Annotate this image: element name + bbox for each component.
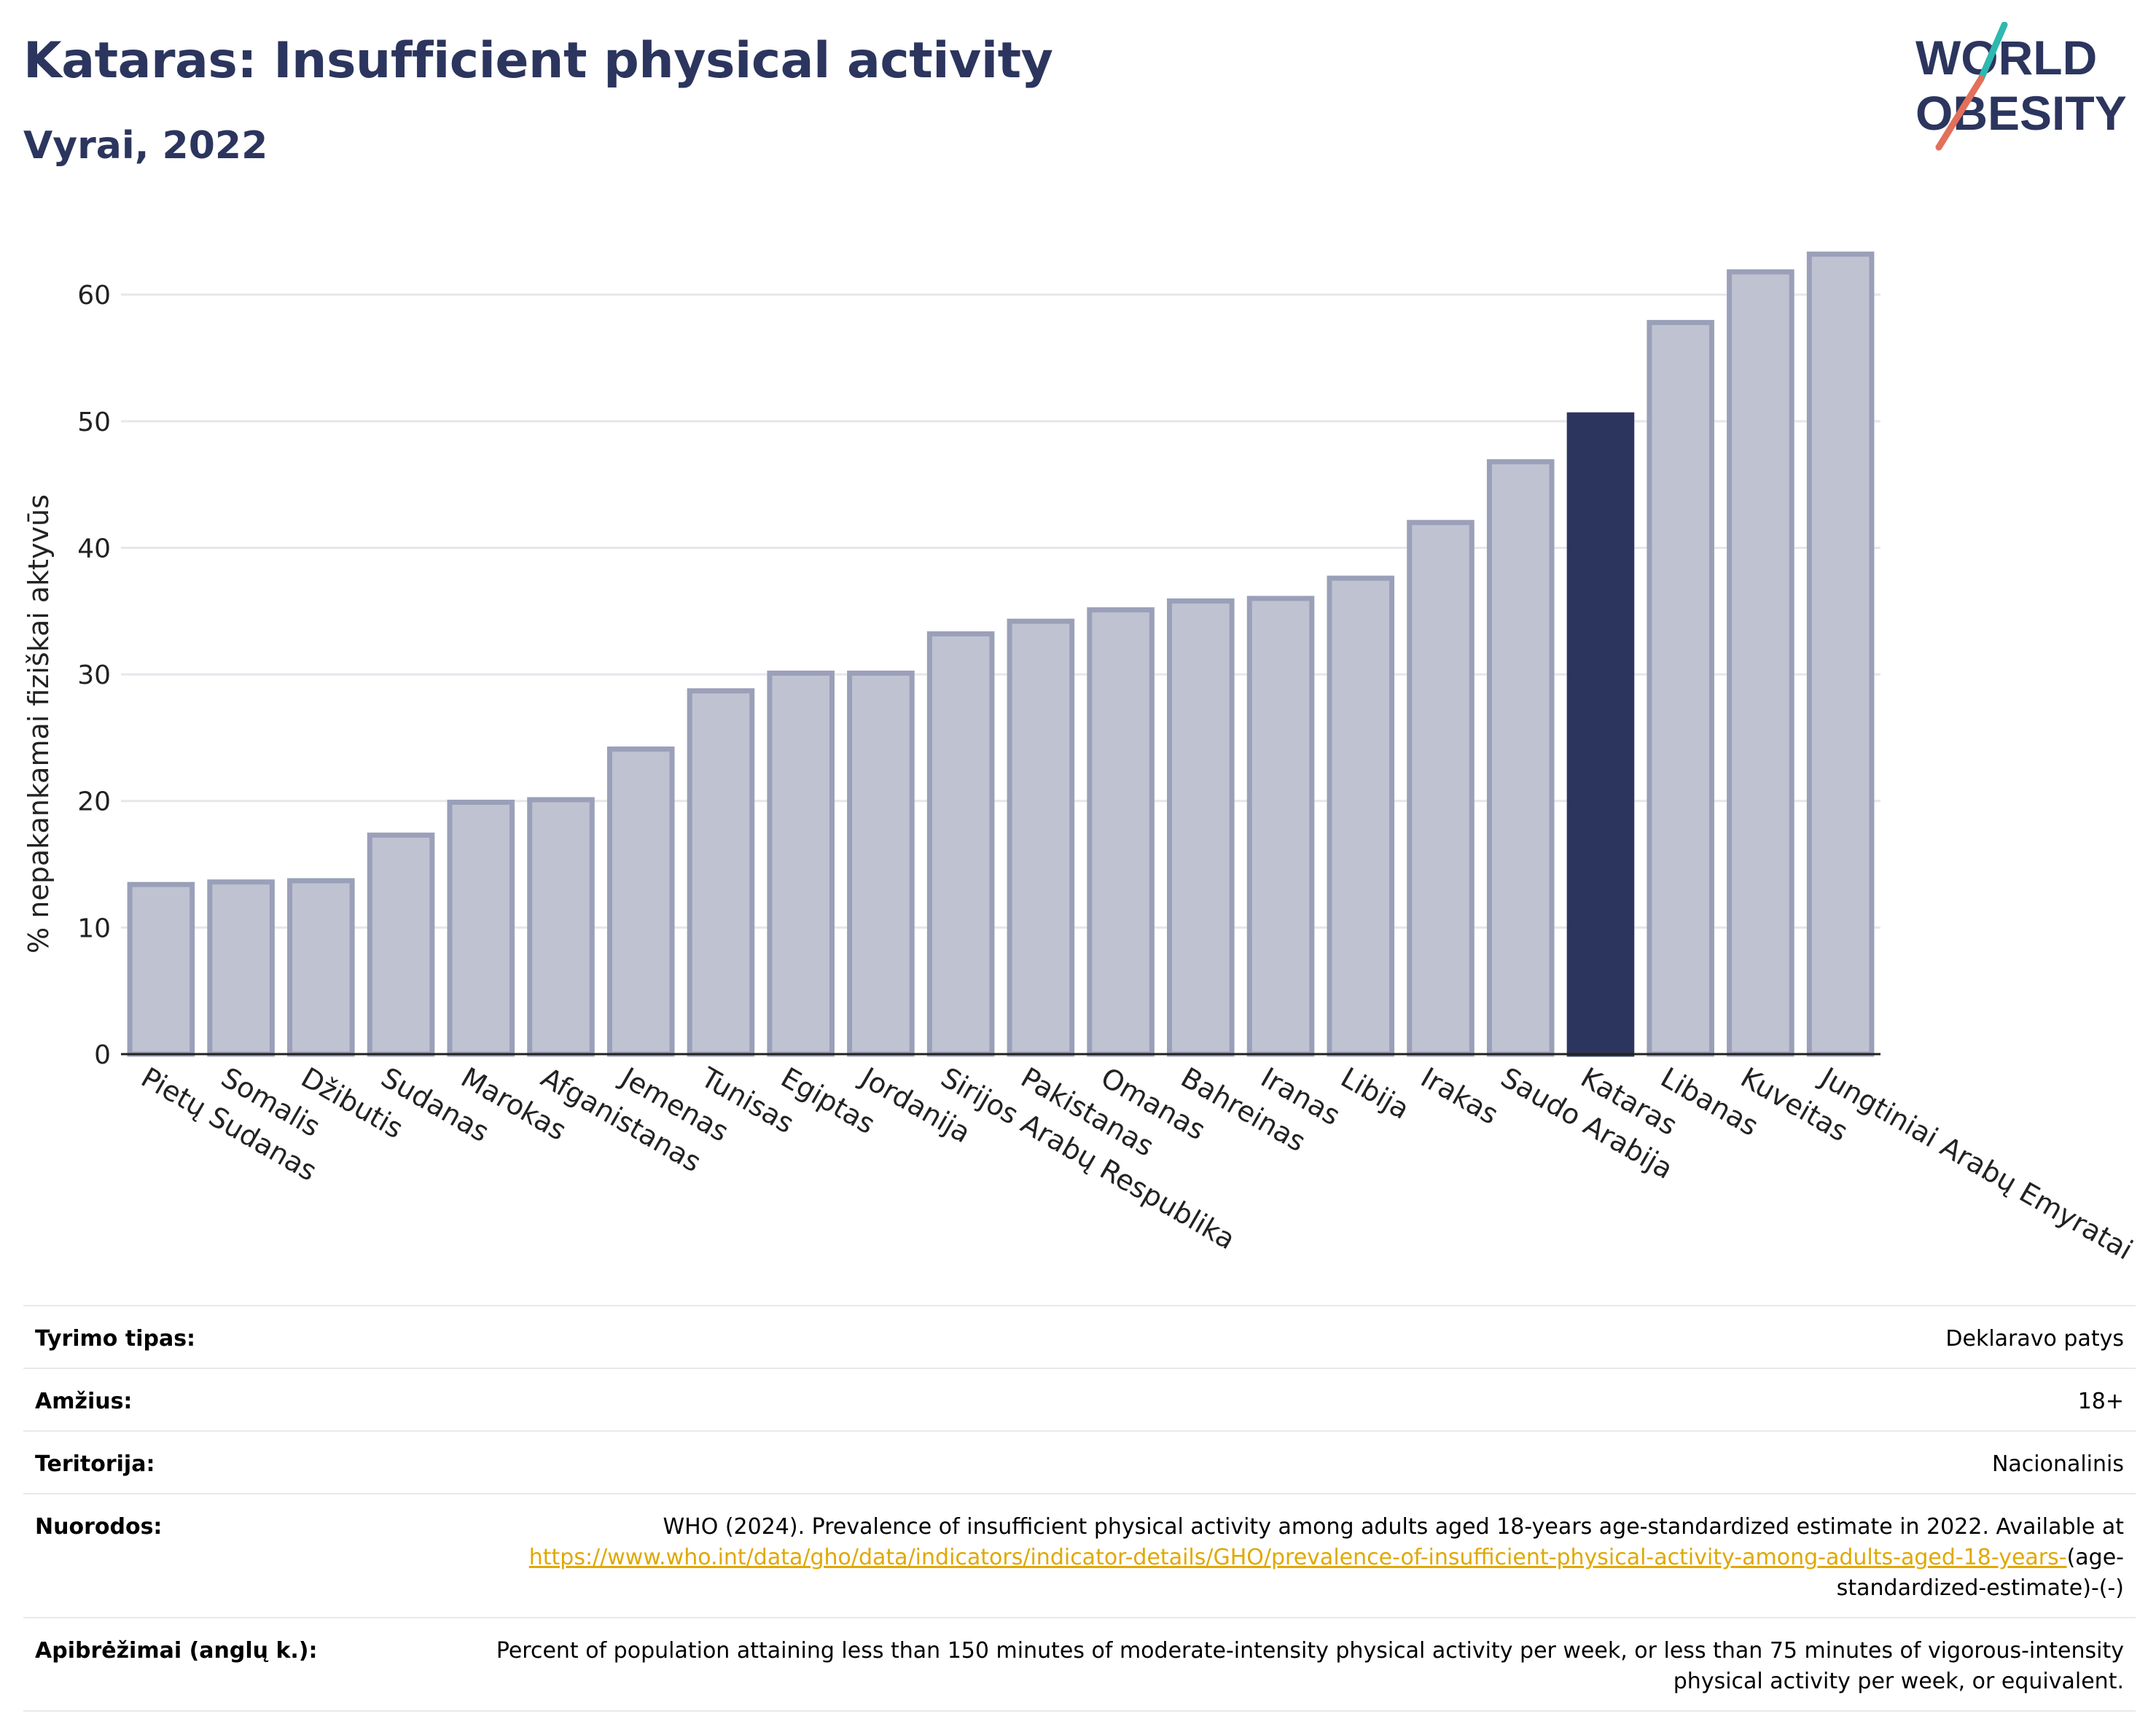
bar — [207, 879, 275, 1057]
bar — [1407, 520, 1475, 1057]
bar — [1647, 319, 1714, 1057]
meta-key: Nuorodos: — [35, 1514, 163, 1540]
logo-word-world: WORLD — [1915, 31, 2097, 85]
y-axis-label: % nepakankamai fiziškai aktyvūs — [23, 494, 55, 954]
y-tick-label: 60 — [77, 281, 111, 311]
meta-key: Teritorija: — [35, 1451, 155, 1477]
bars — [127, 252, 1875, 1057]
references-suffix: (age-standardized-estimate)-(-) — [1836, 1545, 2124, 1601]
x-tick-label: Jungtiniai Arabų Emyratai — [1814, 1061, 2139, 1266]
x-tick-label: Irakas — [1415, 1061, 1504, 1131]
x-tick-labels: Pietų SudanasSomalisDžibutisSudanasMarok… — [136, 1061, 2138, 1266]
meta-row-age: Amžius: 18+ — [23, 1368, 2136, 1430]
meta-row-territory: Teritorija: Nacionalinis — [23, 1430, 2136, 1493]
meta-value: 18+ — [2077, 1389, 2124, 1414]
bar — [1007, 618, 1075, 1057]
definitions-value: Percent of population attaining less tha… — [496, 1638, 2124, 1694]
bar — [287, 878, 355, 1057]
logo-slash-teal — [1977, 22, 2008, 82]
meta-key: Tyrimo tipas: — [35, 1326, 196, 1352]
world-obesity-logo: WORLD OBESITY — [1915, 22, 2127, 151]
meta-key: Apibrėžimai (anglų k.): — [35, 1638, 318, 1664]
y-tick-label: 0 — [94, 1040, 111, 1070]
bar — [1486, 459, 1555, 1057]
bar — [767, 670, 835, 1057]
bar — [606, 746, 675, 1057]
bar — [527, 797, 595, 1057]
bar — [367, 833, 435, 1057]
references-link[interactable]: https://www.who.int/data/gho/data/indica… — [528, 1545, 2067, 1570]
bar — [1087, 607, 1155, 1057]
y-tick-label: 20 — [77, 787, 111, 817]
bar — [1167, 598, 1235, 1057]
references-text: WHO (2024). Prevalence of insufficient p… — [663, 1514, 2124, 1540]
logo-slash-coral — [1935, 75, 1985, 151]
bar — [127, 881, 195, 1057]
meta-value: Deklaravo patys — [1945, 1326, 2124, 1352]
y-tick-label: 40 — [77, 534, 111, 564]
references-value: WHO (2024). Prevalence of insufficient p… — [448, 1512, 2136, 1604]
bar — [1806, 252, 1875, 1057]
metadata-table: Tyrimo tipas: Deklaravo patys Amžius: 18… — [23, 1305, 2136, 1712]
chart-title: Kataras: Insufficient physical activity — [23, 32, 1053, 90]
bar — [687, 688, 755, 1057]
x-tick-label: Libija — [1335, 1061, 1415, 1126]
meta-row-definitions: Apibrėžimai (anglų k.): Percent of popul… — [23, 1617, 2136, 1712]
bar — [926, 631, 995, 1057]
chart-subtitle: Vyrai, 2022 — [23, 124, 268, 168]
bar — [847, 670, 915, 1057]
y-tick-label: 50 — [77, 408, 111, 437]
meta-row-survey-type: Tyrimo tipas: Deklaravo patys — [23, 1305, 2136, 1368]
y-tick-labels: 0 10 20 30 40 50 60 — [77, 281, 111, 1070]
bar — [1327, 575, 1395, 1057]
meta-value: Nacionalinis — [1991, 1451, 2124, 1477]
bar — [1246, 596, 1315, 1057]
bar-highlighted — [1566, 412, 1635, 1057]
bar — [447, 799, 515, 1057]
bar — [1727, 269, 1794, 1057]
y-tick-label: 30 — [77, 660, 111, 690]
meta-row-references: Nuorodos: WHO (2024). Prevalence of insu… — [23, 1493, 2136, 1617]
y-tick-label: 10 — [77, 913, 111, 943]
meta-key: Amžius: — [35, 1389, 133, 1414]
bar-chart: 0 10 20 30 40 50 60 Pietų SudanasSomalisDžibut… — [23, 252, 2138, 1266]
